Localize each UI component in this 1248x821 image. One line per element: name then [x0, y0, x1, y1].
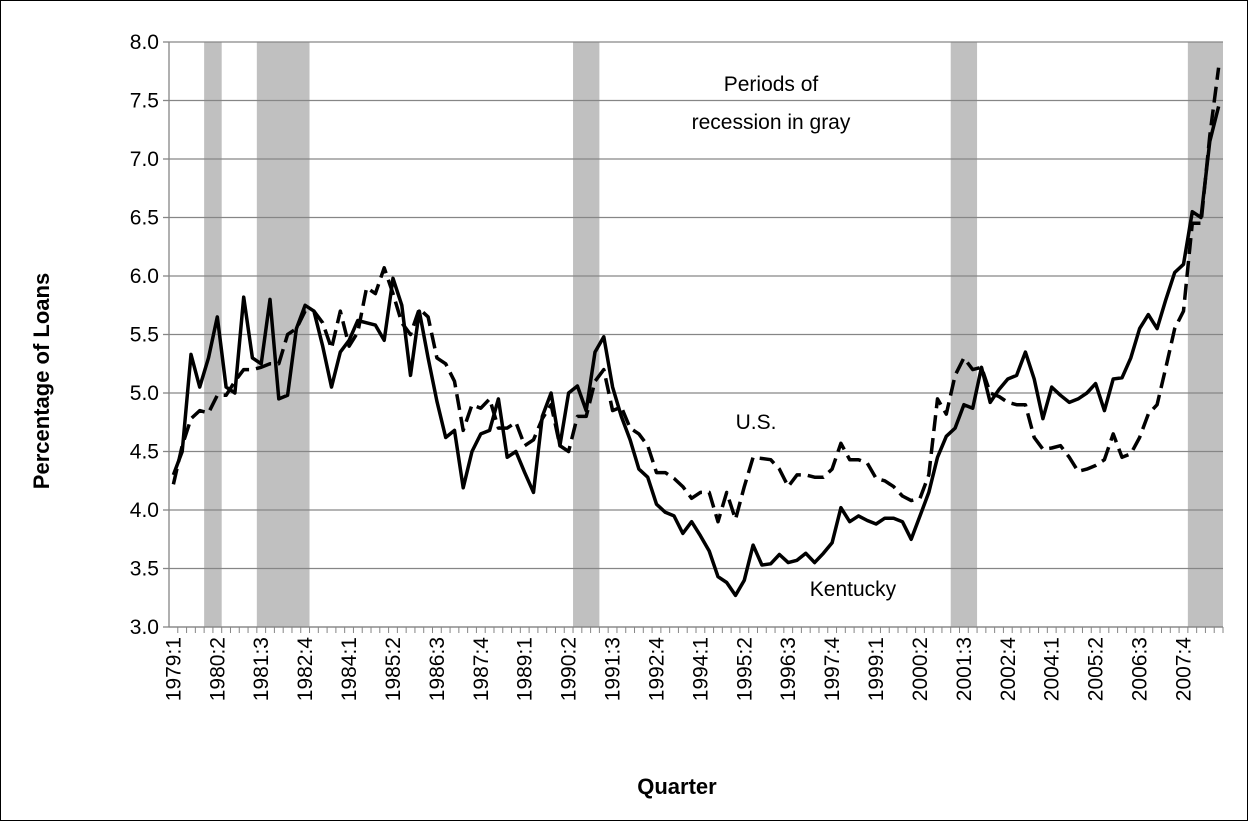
annotation: Periods of — [724, 73, 819, 96]
x-tick-label: 1991:3 — [602, 637, 625, 701]
y-tick-label: 7.0 — [130, 148, 159, 171]
series-line — [171, 67, 1221, 524]
x-tick-label: 1979:1 — [162, 637, 185, 701]
x-tick-label: 1996:3 — [777, 637, 800, 701]
x-tick-label: 2000:2 — [909, 637, 932, 701]
series-label: U.S. — [736, 411, 777, 434]
y-tick-label: 3.0 — [130, 616, 159, 639]
annotation: recession in gray — [692, 111, 851, 134]
x-tick-label: 1980:2 — [206, 637, 229, 701]
y-axis-title: Percentage of Loans — [29, 273, 54, 489]
y-tick-label: 5.0 — [130, 382, 159, 405]
x-tick-label: 1981:3 — [250, 637, 273, 701]
y-tick-label: 4.5 — [130, 441, 159, 464]
x-tick-label: 1984:1 — [338, 637, 361, 701]
x-tick-label: 2001:3 — [953, 637, 976, 701]
x-tick-label: 1997:4 — [821, 637, 844, 702]
y-tick-label: 8.0 — [130, 31, 159, 54]
y-tick-label: 7.5 — [130, 90, 159, 113]
x-tick-label: 2002:4 — [997, 637, 1020, 702]
y-tick-label: 3.5 — [130, 558, 159, 581]
x-tick-label: 1995:2 — [733, 637, 756, 701]
x-tick-label: 1986:3 — [426, 637, 449, 701]
y-tick-label: 6.0 — [130, 265, 159, 288]
x-tick-label: 2004:1 — [1041, 637, 1064, 701]
x-tick-label: 1989:1 — [514, 637, 537, 701]
series-line — [171, 105, 1221, 598]
x-tick-label: 2007:4 — [1172, 637, 1195, 702]
x-tick-label: 1994:1 — [689, 637, 712, 701]
y-tick-label: 5.5 — [130, 324, 159, 347]
y-tick-label: 6.5 — [130, 207, 159, 230]
x-tick-label: 1990:2 — [558, 637, 581, 701]
x-tick-label: 1985:2 — [382, 637, 405, 701]
y-tick-label: 4.0 — [130, 499, 159, 522]
x-tick-label: 1987:4 — [470, 637, 493, 702]
series-label: Kentucky — [810, 578, 897, 601]
x-axis-title: Quarter — [637, 774, 717, 799]
x-tick-label: 2005:2 — [1085, 637, 1108, 701]
x-tick-label: 2006:3 — [1129, 637, 1152, 701]
x-tick-label: 1982:4 — [294, 637, 317, 702]
x-tick-label: 1999:1 — [865, 637, 888, 701]
x-tick-label: 1992:4 — [645, 637, 668, 702]
